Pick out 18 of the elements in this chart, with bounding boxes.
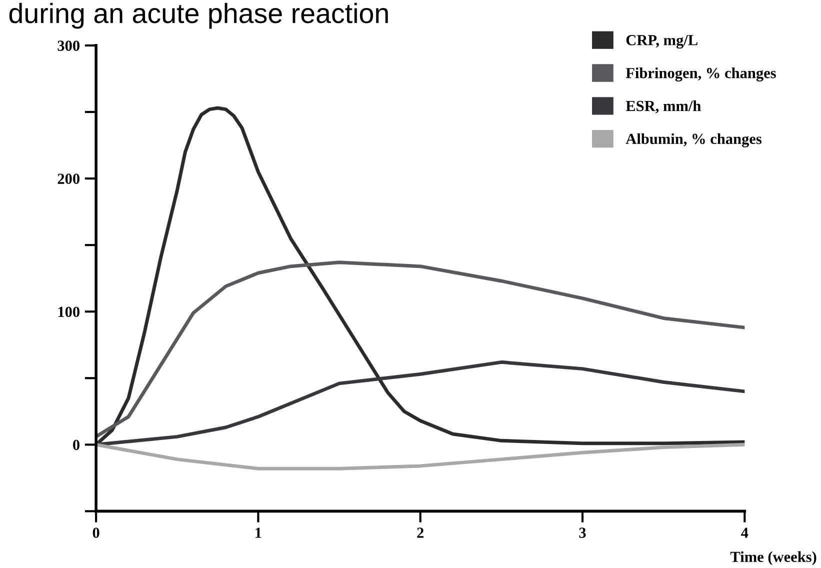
line-series [96, 442, 745, 470]
line-series [96, 260, 745, 438]
y-tick-label: 0 [73, 440, 80, 450]
y-tick-label: 200 [58, 174, 80, 184]
line-series [96, 360, 745, 446]
x-tick-label: 1 [256, 528, 262, 538]
x-tick-label: 3 [579, 528, 586, 538]
y-tick-label: 300 [58, 40, 80, 51]
legend-label: ESR, mm/h [626, 100, 701, 114]
x-axis-title: Time (weeks) [730, 551, 816, 566]
chart-title: during an acute phase reaction [9, 2, 388, 29]
x-tick-label: 4 [741, 528, 748, 538]
legend-label: Fibrinogen, % changes [626, 67, 776, 82]
x-tick-label: 0 [92, 528, 100, 538]
legend-label: CRP, mg/L [626, 35, 698, 49]
legend-label: Albumin, % changes [626, 133, 762, 148]
y-tick-label: 100 [58, 306, 80, 318]
x-tick-label: 2 [417, 528, 424, 538]
